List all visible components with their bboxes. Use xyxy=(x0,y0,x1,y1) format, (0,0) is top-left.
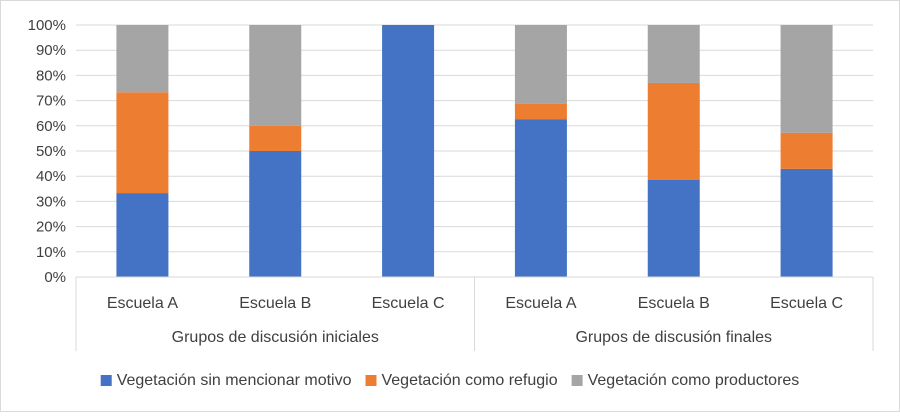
bar-segment xyxy=(116,25,169,93)
bar-segment xyxy=(780,132,833,169)
y-tick-label: 10% xyxy=(36,244,66,261)
legend-swatch xyxy=(365,375,377,386)
bar-segment xyxy=(249,151,302,277)
bar-segment xyxy=(514,25,567,104)
y-tick-label: 90% xyxy=(36,42,66,59)
bar-segment xyxy=(647,82,700,180)
bar-segment xyxy=(116,92,169,194)
x-tick-label: Escuela C xyxy=(372,295,445,312)
bars xyxy=(116,25,833,277)
y-tick-label: 20% xyxy=(36,219,66,236)
bar-segment xyxy=(647,25,700,83)
x-tick-label: Escuela A xyxy=(107,295,178,312)
bar-segment xyxy=(780,25,833,133)
x-tick-label: Escuela A xyxy=(505,295,576,312)
legend-label: Vegetación como refugio xyxy=(381,372,557,389)
group-label: Grupos de discusión finales xyxy=(575,329,772,346)
y-tick-label: 0% xyxy=(44,269,66,286)
legend-swatch xyxy=(100,375,112,386)
group-label: Grupos de discusión iniciales xyxy=(172,329,379,346)
x-tick-label: Escuela B xyxy=(239,295,311,312)
y-tick-label: 80% xyxy=(36,67,66,84)
bar-segment xyxy=(514,103,567,120)
y-tick-label: 50% xyxy=(36,143,66,160)
legend: Vegetación sin mencionar motivo Vegetació… xyxy=(100,372,800,389)
bar-segment xyxy=(514,119,567,277)
bar-segment xyxy=(647,179,700,277)
bar-segment xyxy=(382,25,435,277)
y-tick-label: 30% xyxy=(36,193,66,210)
legend-item: Vegetación sin mencionar motivo xyxy=(100,372,352,389)
y-axis: 0% 10% 20% 30% 40% 50% 60% 70% 80% 90% 100% xyxy=(28,17,66,286)
bar-segment xyxy=(116,193,169,277)
gridlines xyxy=(76,24,873,278)
bar-segment xyxy=(249,125,302,151)
legend-label: Vegetación como productores xyxy=(588,372,800,389)
bar-segment xyxy=(780,168,833,277)
legend-item: Vegetación como refugio xyxy=(365,372,558,389)
x-tick-label: Escuela C xyxy=(770,295,843,312)
x-axis: Escuela A Escuela B Escuela C Escuela A Escu… xyxy=(75,276,874,351)
bar-segment xyxy=(249,25,302,126)
legend-label: Vegetación sin mencionar motivo xyxy=(117,372,352,389)
x-tick-label: Escuela B xyxy=(638,295,710,312)
y-tick-label: 70% xyxy=(36,93,66,110)
y-tick-label: 100% xyxy=(28,17,66,34)
y-tick-label: 60% xyxy=(36,118,66,135)
legend-item: Vegetación como productores xyxy=(571,372,800,389)
legend-swatch xyxy=(571,375,583,386)
y-tick-label: 40% xyxy=(36,168,66,185)
